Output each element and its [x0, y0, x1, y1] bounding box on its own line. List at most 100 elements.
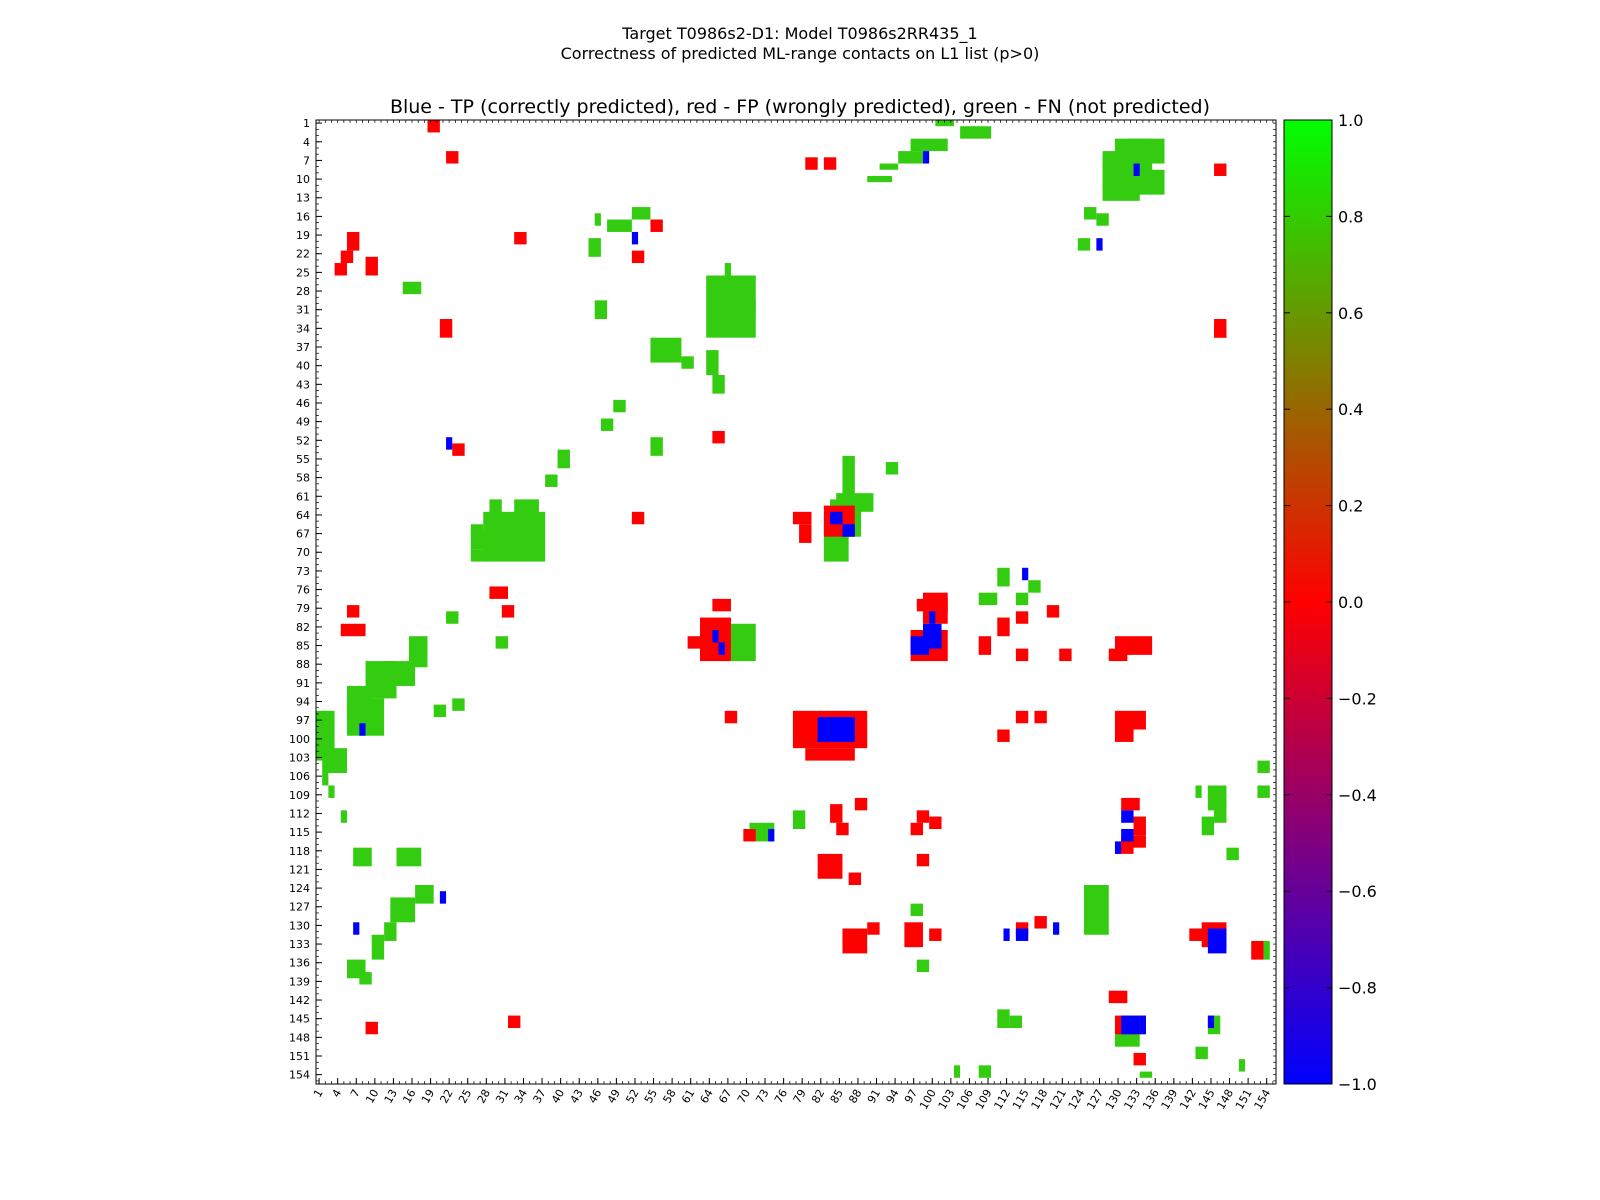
tp-cell	[1015, 928, 1029, 941]
x-axis: 1 4 7 10 13 16 19 22 25 28 31 34 37 40 43 46 49 52 55 58 61 6…	[311, 1078, 1273, 1112]
fn-cell	[396, 847, 422, 867]
x-tick-label: 28	[475, 1087, 493, 1106]
fp-cell	[712, 598, 731, 612]
fn-cell	[452, 698, 465, 711]
fn-cell	[737, 300, 756, 313]
fn-cell	[867, 175, 892, 183]
fp-cell	[1133, 1052, 1146, 1066]
chart-title-line2: Correctness of predicted ML-range contac…	[561, 44, 1040, 63]
tp-cell	[830, 729, 849, 742]
y-tick-label: 67	[296, 528, 310, 541]
fn-cell	[316, 735, 329, 749]
fn-cell	[322, 748, 347, 774]
tp-cell	[1133, 163, 1140, 176]
fp-cell	[1214, 319, 1227, 338]
fp-cell	[1114, 710, 1146, 730]
fn-cell	[346, 698, 385, 736]
fp-cell	[854, 797, 868, 811]
fn-cell	[353, 847, 372, 867]
x-tick-label: 7	[348, 1087, 363, 1100]
fn-cell	[489, 499, 502, 519]
x-tick-label: 49	[605, 1087, 623, 1106]
fp-cell	[1015, 710, 1029, 724]
fp-cell	[929, 928, 942, 941]
y-tick-label: 28	[296, 285, 310, 298]
fn-cell	[898, 151, 923, 164]
x-tick-label: 124	[1066, 1087, 1088, 1112]
y-tick-label: 1	[303, 117, 310, 130]
y-tick-label: 55	[296, 453, 310, 466]
x-tick-label: 130	[1103, 1087, 1125, 1112]
fn-cell	[997, 567, 1010, 587]
fn-cell	[390, 897, 416, 923]
fn-cell	[1096, 213, 1109, 226]
y-tick-label: 31	[296, 304, 310, 317]
y-tick-label: 91	[296, 677, 310, 690]
tp-cell	[1096, 238, 1103, 251]
tp-cell	[1139, 1015, 1146, 1035]
y-tick-label: 25	[296, 266, 310, 279]
fp-cell	[365, 1021, 378, 1035]
y-tick-label: 7	[303, 154, 310, 167]
tp-cell	[1114, 841, 1122, 854]
x-tick-label: 76	[772, 1087, 790, 1106]
fp-cell	[501, 605, 515, 618]
y-tick-label: 10	[296, 173, 310, 186]
x-tick-label: 121	[1047, 1087, 1069, 1112]
fn-cell	[724, 263, 731, 282]
y-tick-label: 46	[296, 397, 310, 410]
fn-cell	[433, 704, 447, 718]
y-tick-label: 100	[289, 733, 310, 746]
colorbar-tick-label: −0.6	[1338, 882, 1377, 901]
fp-cell	[631, 250, 645, 264]
x-tick-label: 46	[586, 1087, 604, 1106]
fp-cell	[489, 586, 508, 599]
fn-cell	[495, 636, 508, 649]
fn-cell	[384, 922, 397, 941]
fp-cell	[1108, 990, 1128, 1004]
fn-cell	[1028, 580, 1041, 593]
y-tick-label: 88	[296, 658, 310, 671]
fp-cell	[724, 710, 738, 724]
y-tick-label: 112	[289, 807, 310, 820]
y-tick-label: 139	[289, 975, 310, 988]
fp-cell	[836, 822, 849, 836]
fn-cell	[1257, 760, 1270, 774]
x-tick-label: 112	[991, 1087, 1013, 1112]
fp-cell	[340, 623, 366, 637]
y-tick-label: 121	[289, 863, 310, 876]
y-axis: 1 4 7 10 13 16 19 22 25 28 31 34 37 40 43 46 49 52 55 58 61 6…	[289, 117, 322, 1082]
tp-cell	[1121, 829, 1134, 842]
fp-cell	[842, 928, 868, 954]
fp-cell	[978, 636, 992, 655]
x-tick-label: 142	[1177, 1087, 1199, 1112]
fp-cell	[439, 319, 453, 338]
x-tick-label: 40	[549, 1087, 567, 1106]
y-tick-label: 13	[296, 192, 310, 205]
x-tick-label: 100	[917, 1087, 939, 1112]
fp-cell	[346, 605, 360, 618]
fp-cell	[427, 120, 440, 133]
fp-cell	[997, 617, 1010, 637]
fp-cell	[830, 804, 843, 823]
fn-cell	[545, 474, 558, 487]
fn-cell	[1127, 138, 1165, 164]
fp-cell	[334, 263, 347, 276]
fp-cell	[446, 151, 459, 164]
x-tick-label: 145	[1196, 1087, 1218, 1112]
fp-cell	[508, 1015, 521, 1029]
colorbar-tick-label: −0.2	[1338, 689, 1377, 708]
y-tick-label: 34	[296, 322, 310, 335]
fn-cell	[1195, 785, 1202, 798]
x-tick-label: 61	[679, 1087, 697, 1106]
fp-cell	[823, 157, 837, 170]
fp-cell	[1251, 940, 1264, 960]
y-tick-label: 76	[296, 584, 310, 597]
colorbar-tick-label: 0.6	[1338, 304, 1363, 323]
x-tick-label: 55	[642, 1087, 660, 1106]
x-tick-label: 136	[1140, 1087, 1162, 1112]
fp-cell	[1214, 163, 1227, 176]
fn-cell	[470, 549, 490, 562]
x-tick-label: 103	[936, 1087, 958, 1112]
fn-cell	[1009, 1015, 1023, 1029]
